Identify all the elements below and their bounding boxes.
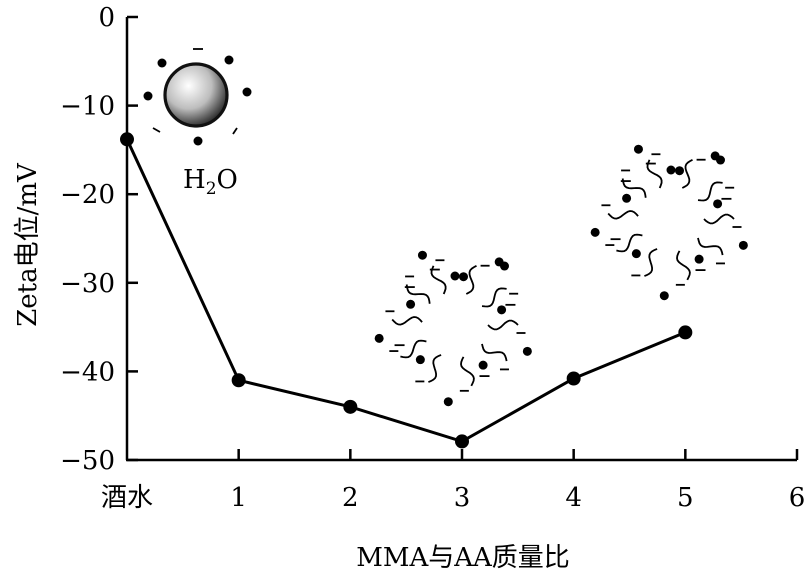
- ion-dot: [193, 136, 203, 146]
- ion-dot: [666, 165, 676, 175]
- ion-dot: [622, 193, 632, 203]
- y-ticks: 0 −10 −20 −30 −40 −50: [60, 3, 138, 476]
- ion-dot: [157, 58, 167, 68]
- data-point: [455, 434, 469, 449]
- negative-charge-mark: [152, 127, 161, 133]
- polymer-chain: [430, 265, 447, 295]
- x-tick-label: 1: [230, 483, 247, 513]
- polymer-chain: [703, 213, 735, 225]
- x-tick-label: 2: [342, 483, 359, 513]
- y-tick-label: −10: [60, 92, 115, 122]
- polymer-chain: [607, 210, 639, 220]
- y-tick-label: −20: [60, 180, 115, 210]
- data-point: [678, 325, 693, 340]
- polymer-chain: [644, 248, 658, 277]
- polymer-chain: [465, 265, 477, 295]
- y-tick-label: −30: [60, 269, 115, 299]
- particle-sphere: [163, 62, 229, 128]
- ion-dot: [443, 397, 453, 407]
- ion-dot: [242, 87, 252, 97]
- water-label-o: O: [217, 165, 238, 195]
- negative-charge-mark: [232, 127, 238, 135]
- x-tick-label: 3: [454, 483, 471, 513]
- ion-dot: [374, 333, 384, 343]
- x-tick-label: 6: [789, 483, 806, 513]
- polymer-chain: [676, 250, 691, 281]
- polymer-chain: [621, 178, 647, 198]
- polymer-chain: [481, 343, 508, 362]
- y-tick-label: −40: [60, 357, 115, 387]
- data-point: [231, 373, 246, 388]
- y-tick-label: 0: [98, 3, 115, 33]
- ion-dot: [633, 144, 643, 154]
- particle-water-icon: [143, 48, 252, 146]
- ion-dot: [631, 249, 641, 259]
- data-point: [566, 371, 581, 386]
- polymer-chain: [428, 354, 442, 383]
- polymer-chain: [697, 237, 724, 256]
- ion-dot: [143, 91, 153, 101]
- x-tick-label: 4: [565, 483, 582, 513]
- x-ticks: 酒水 1 2 3 4 5 6: [101, 449, 805, 513]
- particle-ratio-5-icon: [590, 144, 748, 301]
- ion-dot: [738, 240, 748, 250]
- ion-dot: [450, 271, 460, 281]
- ion-dot: [224, 55, 234, 65]
- ion-dot: [406, 299, 416, 309]
- polymer-chain: [460, 356, 475, 387]
- polymer-chain: [646, 159, 663, 189]
- x-tick-label: 酒水: [101, 483, 153, 513]
- ion-dot: [694, 254, 704, 264]
- polymer-chain: [481, 287, 507, 308]
- series-points: [120, 132, 693, 449]
- water-label: H2O: [183, 165, 238, 199]
- ion-dot: [415, 355, 425, 365]
- data-point: [343, 399, 358, 414]
- ion-dot: [478, 360, 488, 370]
- polymer-chain: [400, 339, 427, 359]
- particle-ratio-3-icon: [374, 250, 532, 407]
- data-point: [120, 132, 134, 147]
- x-tick-label: 5: [677, 483, 694, 513]
- water-label-h: H: [183, 165, 206, 195]
- ion-dot: [522, 346, 532, 356]
- ion-dot: [713, 199, 723, 209]
- y-axis-title: Zeta电位/mV: [13, 162, 43, 327]
- series-line: [125, 138, 686, 444]
- polymer-chain: [697, 181, 723, 202]
- ion-dot: [715, 155, 725, 165]
- ion-dot: [659, 291, 669, 301]
- polymer-chain: [616, 233, 643, 253]
- ion-dot: [497, 305, 507, 315]
- polymer-chain: [681, 159, 693, 189]
- polymer-chain: [405, 284, 431, 304]
- polymer-chain: [391, 316, 423, 326]
- ion-dot: [675, 166, 685, 176]
- ion-dot: [499, 261, 509, 271]
- ion-dot: [590, 227, 600, 237]
- x-axis-title: MMA与AA质量比: [356, 543, 570, 573]
- ion-dot: [417, 250, 427, 260]
- polymer-chain: [487, 319, 519, 331]
- water-label-subscript: 2: [206, 179, 217, 199]
- y-tick-label: −50: [60, 446, 115, 476]
- ion-dot: [459, 272, 469, 282]
